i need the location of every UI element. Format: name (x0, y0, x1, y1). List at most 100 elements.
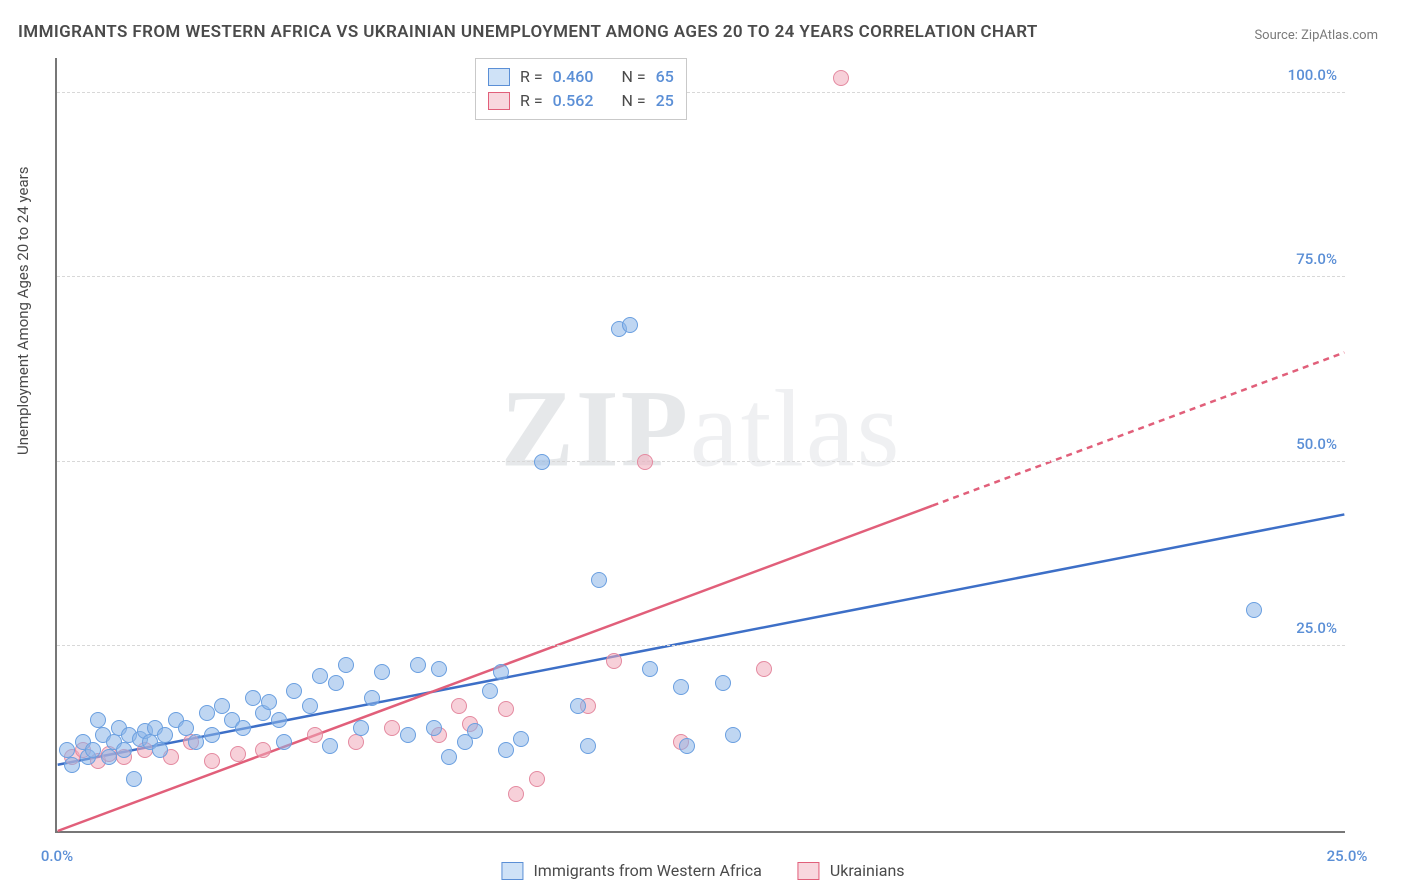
data-point (426, 720, 442, 736)
data-point (214, 698, 230, 714)
legend-item-blue: Immigrants from Western Africa (501, 861, 761, 880)
data-point (126, 771, 142, 787)
data-point (116, 742, 132, 758)
data-point (199, 705, 215, 721)
data-point (508, 786, 524, 802)
data-point (1246, 602, 1262, 618)
data-point (276, 734, 292, 750)
data-point (178, 720, 194, 736)
grid-line (57, 461, 1345, 462)
data-point (85, 742, 101, 758)
data-point (431, 661, 447, 677)
y-tick-label: 100.0% (1288, 66, 1337, 84)
n-value-pink: 25 (656, 89, 674, 113)
data-point (188, 734, 204, 750)
r-value-pink: 0.562 (553, 89, 594, 113)
data-point (467, 723, 483, 739)
data-point (637, 454, 653, 470)
data-point (353, 720, 369, 736)
data-point (374, 664, 390, 680)
trend-line (933, 352, 1345, 505)
data-point (101, 749, 117, 765)
data-point (580, 738, 596, 754)
data-point (591, 572, 607, 588)
data-point (338, 657, 354, 673)
data-point (286, 683, 302, 699)
r-label: R = (520, 65, 543, 89)
r-label: R = (520, 89, 543, 113)
data-point (59, 742, 75, 758)
data-point (90, 712, 106, 728)
data-point (441, 749, 457, 765)
data-point (642, 661, 658, 677)
data-point (230, 746, 246, 762)
y-tick-label: 75.0% (1296, 250, 1337, 268)
data-point (725, 727, 741, 743)
grid-line (57, 92, 1345, 93)
data-point (715, 675, 731, 691)
grid-line (57, 645, 1345, 646)
y-tick-label: 25.0% (1296, 619, 1337, 637)
data-point (513, 731, 529, 747)
data-point (64, 757, 80, 773)
swatch-pink-icon (798, 862, 820, 880)
data-point (529, 771, 545, 787)
data-point (235, 720, 251, 736)
data-point (204, 753, 220, 769)
data-point (451, 698, 467, 714)
data-point (498, 742, 514, 758)
data-point (255, 742, 271, 758)
source-attribution: Source: ZipAtlas.com (1254, 28, 1378, 43)
legend-label-blue: Immigrants from Western Africa (533, 861, 761, 880)
data-point (679, 738, 695, 754)
data-point (152, 742, 168, 758)
chart-container: IMMIGRANTS FROM WESTERN AFRICA VS UKRAIN… (0, 0, 1406, 892)
data-point (482, 683, 498, 699)
data-point (322, 738, 338, 754)
legend-correlation: R = 0.460 N = 65 R = 0.562 N = 25 (475, 58, 687, 120)
swatch-pink-icon (488, 92, 510, 110)
y-tick-label: 50.0% (1296, 435, 1337, 453)
data-point (410, 657, 426, 673)
data-point (534, 454, 550, 470)
x-tick-label: 25.0% (1327, 847, 1368, 865)
data-point (307, 727, 323, 743)
y-axis-label: Unemployment Among Ages 20 to 24 years (14, 167, 32, 455)
data-point (498, 701, 514, 717)
legend-row-pink: R = 0.562 N = 25 (488, 89, 674, 113)
trend-lines-layer (57, 58, 1345, 831)
data-point (622, 317, 638, 333)
n-label: N = (621, 89, 645, 113)
data-point (157, 727, 173, 743)
data-point (271, 712, 287, 728)
data-point (833, 70, 849, 86)
data-point (245, 690, 261, 706)
legend-item-pink: Ukrainians (798, 861, 905, 880)
data-point (493, 664, 509, 680)
data-point (261, 694, 277, 710)
data-point (302, 698, 318, 714)
n-label: N = (621, 65, 645, 89)
chart-title: IMMIGRANTS FROM WESTERN AFRICA VS UKRAIN… (18, 22, 1038, 42)
legend-label-pink: Ukrainians (830, 861, 905, 880)
data-point (400, 727, 416, 743)
data-point (673, 679, 689, 695)
plot-area: ZIPatlas 25.0%50.0%75.0%100.0%0.0%25.0% (55, 58, 1345, 833)
legend-row-blue: R = 0.460 N = 65 (488, 65, 674, 89)
r-value-blue: 0.460 (553, 65, 594, 89)
source-label: Source: (1254, 28, 1297, 43)
x-tick-label: 0.0% (41, 847, 73, 865)
grid-line (57, 276, 1345, 277)
data-point (204, 727, 220, 743)
data-point (756, 661, 772, 677)
data-point (606, 653, 622, 669)
data-point (570, 698, 586, 714)
data-point (384, 720, 400, 736)
data-point (328, 675, 344, 691)
data-point (364, 690, 380, 706)
source-value: ZipAtlas.com (1301, 28, 1378, 43)
data-point (312, 668, 328, 684)
swatch-blue-icon (488, 68, 510, 86)
legend-series: Immigrants from Western Africa Ukrainian… (501, 861, 904, 880)
swatch-blue-icon (501, 862, 523, 880)
